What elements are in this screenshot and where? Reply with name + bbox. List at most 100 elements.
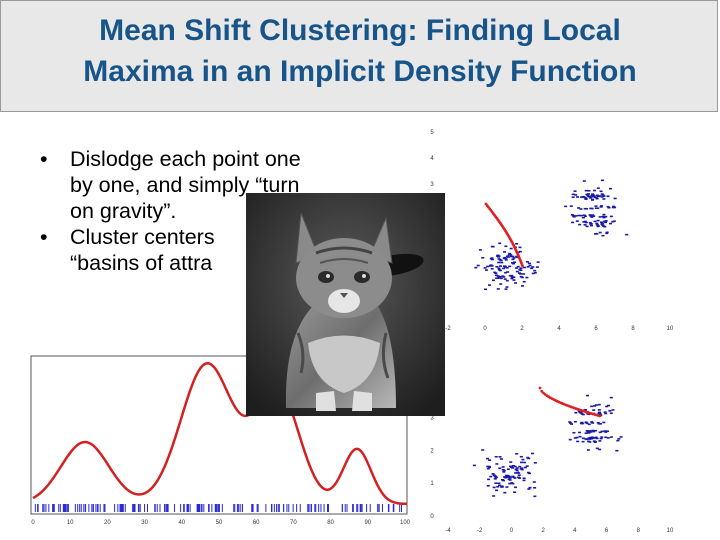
scatter-point — [584, 438, 588, 440]
scatter-point — [589, 431, 593, 433]
bullet-dot-icon: • — [40, 225, 48, 249]
scatter-point — [490, 265, 494, 267]
scatter-point — [593, 196, 597, 199]
scatter-point — [576, 196, 580, 198]
scatter-point — [601, 224, 605, 226]
scatter-point — [519, 267, 523, 269]
scatter-point — [593, 405, 597, 407]
scatter-point — [483, 267, 487, 269]
scatter-y-tick: 5 — [430, 130, 434, 136]
scatter-point — [600, 221, 604, 223]
scatter-x-tick: -2 — [445, 326, 451, 332]
scatter-point — [604, 412, 608, 415]
scatter-point — [495, 489, 499, 492]
scatter-point — [504, 257, 508, 260]
scatter-point — [602, 216, 606, 219]
density-x-tick: 40 — [178, 520, 185, 526]
scatter-point — [586, 193, 590, 195]
density-plot: 0 10 20 30 40 50 60 70 80 90 100 — [30, 355, 411, 526]
scatter-point — [518, 250, 522, 253]
slide-title-line2: Maxima in an Implicit Density Function — [83, 55, 637, 88]
scatter-point — [588, 438, 592, 440]
scatter-point — [532, 481, 536, 483]
scatter-point — [599, 437, 603, 440]
scatter-point — [586, 449, 590, 451]
scatter-point — [514, 472, 518, 474]
scatter-point — [596, 225, 600, 228]
scatter-point — [588, 441, 592, 443]
scatter-point — [520, 468, 524, 471]
scatter-point — [598, 448, 602, 451]
scatter-point — [598, 195, 602, 197]
scatter-point — [590, 216, 594, 218]
scatter-point — [500, 486, 504, 488]
scatter-point — [508, 476, 512, 478]
density-x-tick: 80 — [327, 520, 334, 526]
scatter-point — [615, 449, 619, 452]
scatter-point — [522, 280, 526, 283]
scatter-point — [517, 472, 521, 474]
scatter-point — [606, 195, 610, 198]
scatter-point — [504, 288, 508, 290]
scatter-point — [609, 396, 613, 399]
scatter-point — [609, 412, 613, 415]
scatter-point — [574, 411, 578, 414]
scatter-point — [515, 469, 519, 471]
scatter-point — [564, 205, 568, 208]
trail-point — [540, 389, 544, 393]
scatter-point — [498, 484, 502, 487]
scatter-point — [599, 190, 603, 193]
bullet-item: • Cluster centers “basins of attra — [40, 224, 440, 276]
scatter-point — [536, 261, 540, 263]
scatter-point — [588, 221, 592, 224]
scatter-point — [487, 465, 491, 468]
scatter-point — [608, 410, 612, 412]
scatter-point — [520, 276, 524, 279]
scatter-point — [533, 269, 537, 272]
scatter-point — [593, 189, 597, 192]
scatter-point — [591, 195, 595, 198]
scatter-y-tick: 1 — [430, 481, 434, 487]
scatter-point — [498, 242, 502, 245]
density-x-tick: 30 — [141, 520, 148, 526]
scatter-point — [595, 224, 599, 226]
scatter-point — [594, 436, 598, 439]
scatter-point — [591, 193, 595, 195]
scatter-point — [608, 187, 612, 190]
scatter-point — [577, 207, 581, 209]
scatter-point — [489, 475, 493, 478]
scatter-point — [604, 221, 608, 224]
scatter-point — [590, 421, 594, 423]
scatter-point — [600, 222, 604, 225]
scatter-point — [521, 458, 525, 461]
scatter-point — [589, 436, 593, 439]
scatter-point — [495, 265, 499, 268]
scatter-point — [582, 221, 586, 223]
scatter-point — [585, 193, 589, 196]
bullet-list: • Dislodge each point one by one, and si… — [40, 146, 440, 276]
scatter-point — [589, 215, 593, 217]
scatter-point — [592, 430, 596, 433]
scatter-point — [488, 459, 492, 461]
scatter-point — [494, 274, 498, 277]
scatter-point — [531, 266, 535, 268]
scatter-point — [617, 438, 621, 440]
scatter-point — [493, 478, 497, 480]
scatter-x-tick: 10 — [667, 528, 674, 534]
scatter-point — [502, 276, 506, 278]
scatter-point — [587, 189, 591, 192]
scatter-point — [535, 266, 539, 268]
scatter-bottom-x-ticks: -4 -2 0 2 4 6 8 10 — [445, 528, 674, 534]
scatter-point — [523, 461, 527, 464]
scatter-point — [498, 467, 502, 470]
scatter-point — [506, 256, 510, 258]
scatter-point — [495, 463, 499, 465]
scatter-point — [509, 247, 513, 250]
scatter-point — [611, 409, 615, 411]
scatter-point — [595, 222, 599, 225]
scatter-point — [605, 231, 609, 234]
scatter-point — [593, 441, 597, 443]
scatter-point — [489, 265, 493, 267]
bullet-line: “basins of attra — [70, 251, 213, 275]
scatter-point — [487, 284, 491, 286]
